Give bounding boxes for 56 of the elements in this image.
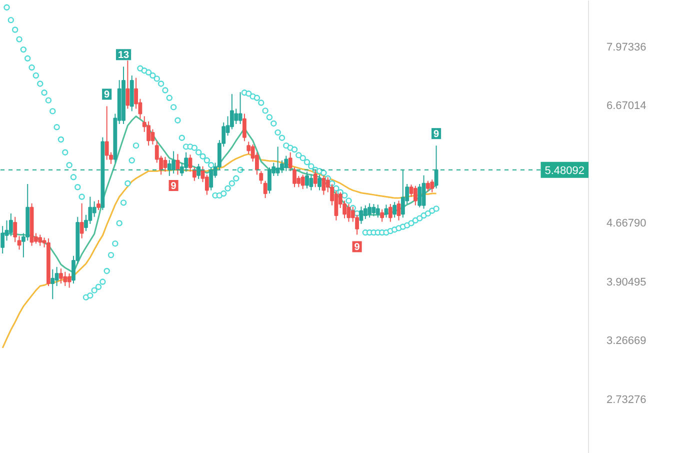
candlestick bbox=[380, 208, 384, 222]
annotation: 9 bbox=[354, 242, 360, 254]
candlestick bbox=[8, 212, 13, 237]
y-tick-label: 7.97336 bbox=[606, 42, 646, 54]
candlestick bbox=[359, 206, 364, 224]
candlestick bbox=[17, 236, 22, 250]
candlestick bbox=[388, 204, 392, 222]
candlestick bbox=[413, 185, 418, 206]
candlestick bbox=[96, 200, 100, 211]
candlestick bbox=[368, 202, 372, 218]
candlestick bbox=[422, 174, 426, 210]
candlestick bbox=[146, 120, 150, 146]
y-tick-label: 6.67014 bbox=[606, 100, 646, 112]
candlestick bbox=[242, 113, 246, 142]
y-tick-label: 3.90495 bbox=[606, 276, 646, 288]
candlestick bbox=[80, 202, 84, 239]
candlestick bbox=[430, 179, 434, 193]
candlestick bbox=[363, 204, 368, 220]
candlestick bbox=[59, 268, 63, 284]
candlestick bbox=[150, 128, 155, 145]
candlestick bbox=[309, 174, 314, 191]
candlestick bbox=[418, 183, 422, 208]
annotation: 9 bbox=[104, 90, 110, 101]
candlestick bbox=[104, 106, 109, 160]
candlestick bbox=[234, 108, 238, 124]
annotation: 9 bbox=[170, 180, 177, 192]
annotation: 13 bbox=[118, 50, 130, 62]
candlestick bbox=[263, 180, 268, 199]
candlestick bbox=[392, 202, 397, 218]
candlestick bbox=[384, 204, 388, 218]
y-tick-label: 3.26669 bbox=[606, 335, 646, 348]
candlestick bbox=[318, 174, 322, 191]
candlestick bbox=[50, 268, 55, 300]
y-tick-label: 2.73276 bbox=[606, 394, 646, 406]
candlestick bbox=[126, 60, 130, 110]
candlestick bbox=[372, 204, 376, 217]
candlestick bbox=[300, 174, 305, 190]
ref-line-label: 5.48092 bbox=[544, 164, 585, 177]
candlestick bbox=[63, 271, 68, 287]
candlestick bbox=[346, 204, 351, 222]
candlestick bbox=[426, 180, 430, 192]
candlestick bbox=[38, 234, 42, 246]
candlestick bbox=[163, 156, 168, 172]
candlestick bbox=[188, 154, 192, 172]
candlestick bbox=[396, 200, 401, 221]
candlestick bbox=[238, 92, 242, 124]
candlestick bbox=[0, 226, 5, 254]
candlestick bbox=[54, 266, 59, 287]
candlestick bbox=[13, 216, 18, 243]
annotation: 9 bbox=[434, 129, 440, 140]
y-tick-label: 4.66790 bbox=[606, 218, 646, 230]
candlestick bbox=[92, 200, 96, 218]
candlestick bbox=[67, 272, 72, 288]
candlestick bbox=[246, 141, 251, 155]
candlestick bbox=[376, 204, 380, 218]
candlestick bbox=[409, 184, 414, 198]
